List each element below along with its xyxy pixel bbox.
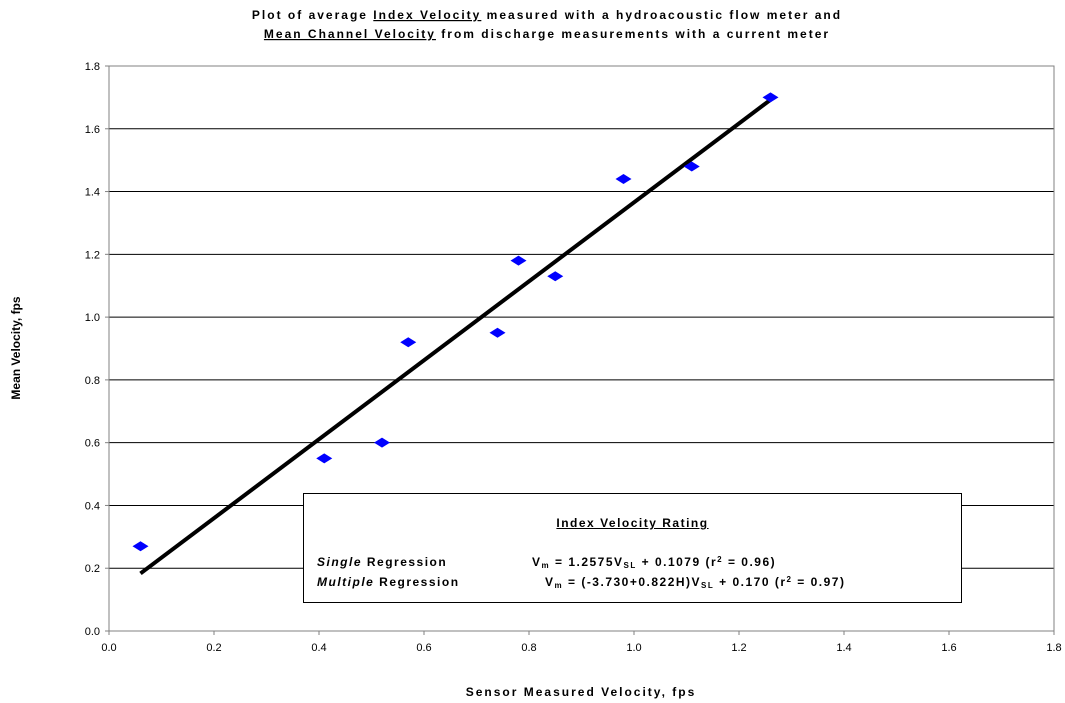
y-tick-label-9: 1.8: [85, 61, 100, 73]
data-point-2: [374, 437, 390, 448]
chart-title-line-2: Mean Channel Velocity from discharge mea…: [264, 27, 830, 41]
data-point-8: [683, 161, 700, 172]
single-regression-word: Regression: [366, 555, 448, 569]
single-regression-equation: Vm = 1.2575VSL + 0.1079 (r2 = 0.96): [532, 555, 777, 570]
y-tick-label-0: 0.0: [85, 626, 100, 638]
data-point-7: [615, 174, 632, 184]
data-points: [132, 92, 779, 552]
title-2-post: from discharge measurements with a curre…: [436, 27, 830, 41]
y-tick-label-1: 0.2: [85, 563, 100, 575]
data-point-0: [132, 541, 149, 552]
y-tick-label-2: 0.4: [85, 500, 100, 512]
y-tick-label-4: 0.8: [85, 375, 100, 387]
title-1-pre: Plot of average: [252, 8, 373, 22]
data-point-1: [316, 453, 333, 464]
y-tick-label-7: 1.4: [85, 187, 100, 199]
legend-box: Index Velocity Rating Single Regression …: [303, 493, 962, 603]
data-point-5: [510, 255, 527, 266]
y-tick-labels: 0.0 0.2 0.4 0.6 0.8 1.0 1.2 1.4 1.6 1.8: [85, 61, 109, 638]
data-point-9: [762, 92, 779, 103]
x-tick-label-7: 1.4: [836, 642, 851, 654]
title-2-underlined: Mean Channel Velocity: [264, 27, 436, 41]
multiple-regression-word: Regression: [379, 575, 460, 589]
multiple-regression-label: Multiple Regression: [317, 575, 460, 589]
x-tick-label-0: 0.0: [101, 642, 116, 654]
x-tick-label-4: 0.8: [521, 642, 536, 654]
regression-line: [139, 98, 772, 576]
single-regression-label: Single Regression: [317, 555, 447, 569]
legend-title: Index Velocity Rating: [556, 516, 709, 530]
x-tick-label-1: 0.2: [206, 642, 221, 654]
data-point-4: [489, 327, 506, 338]
title-1-post: measured with a hydroacoustic flow meter…: [481, 8, 842, 22]
y-tick-label-3: 0.6: [85, 438, 100, 450]
y-tick-label-5: 1.0: [85, 312, 100, 324]
x-tick-labels: 0.0 0.2 0.4 0.6 0.8 1.0 1.2 1.4 1.6 1.8: [101, 631, 1062, 654]
x-axis-label: Sensor Measured Velocity, fps: [466, 685, 697, 699]
data-point-3: [400, 337, 417, 348]
x-tick-label-9: 1.8: [1046, 642, 1061, 654]
x-tick-label-8: 1.6: [941, 642, 956, 654]
x-tick-label-2: 0.4: [311, 642, 326, 654]
x-tick-label-3: 0.6: [416, 642, 431, 654]
y-tick-label-6: 1.2: [85, 249, 100, 261]
multiple-regression-equation: Vm = (-3.730+0.822H)VSL + 0.170 (r2 = 0.…: [545, 575, 846, 590]
multiple-word: Multiple: [317, 575, 375, 589]
y-axis-label: Mean Velocity, fps: [9, 296, 23, 399]
chart-title-line-1: Plot of average Index Velocity measured …: [252, 8, 842, 22]
x-tick-label-5: 1.0: [626, 642, 641, 654]
y-tick-label-8: 1.6: [85, 124, 100, 136]
single-word: Single: [317, 555, 363, 569]
data-point-6: [547, 271, 564, 282]
x-tick-label-6: 1.2: [731, 642, 746, 654]
title-1-underlined: Index Velocity: [373, 8, 481, 22]
plot-area-frame: [108, 65, 1055, 632]
